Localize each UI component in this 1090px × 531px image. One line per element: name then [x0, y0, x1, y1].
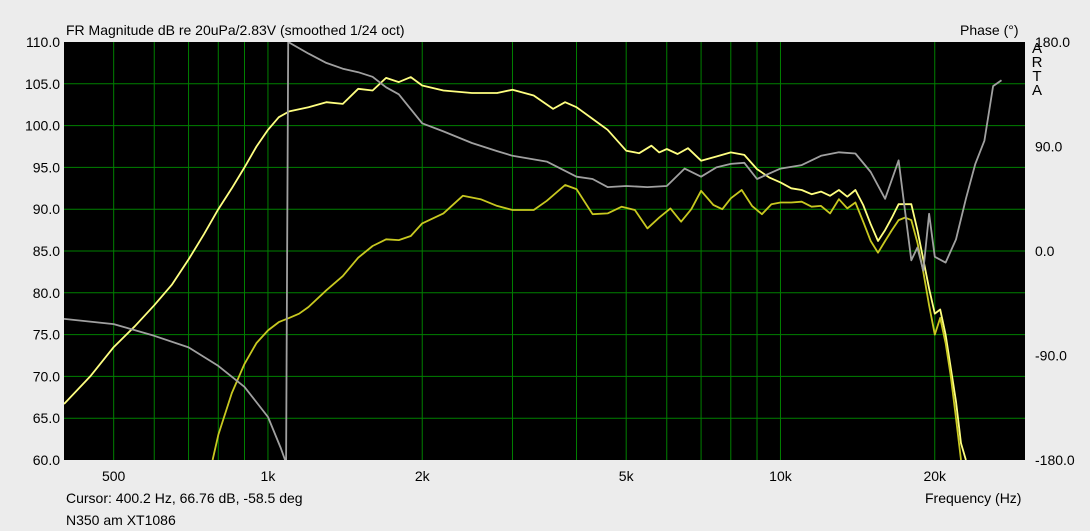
y-tick-label: 75.0	[33, 327, 60, 343]
x-tick-label: 1k	[261, 468, 277, 484]
arta-letter: A	[1031, 40, 1042, 57]
x-tick-label: 10k	[769, 468, 793, 484]
tick-labels: 60.0 65.0 70.0 75.0 80.0 85.0 90.0 95.0 100.0 105…	[25, 34, 1075, 484]
y2-tick-label: 90.0	[1035, 139, 1062, 155]
arta-letter: T	[1032, 68, 1042, 85]
series-line-3	[64, 42, 1003, 460]
y-tick-label: 100.0	[25, 118, 60, 134]
chart-title: FR Magnitude dB re 20uPa/2.83V (smoothed…	[66, 22, 405, 38]
y-tick-label: 105.0	[25, 76, 60, 92]
y2-tick-label: -90.0	[1035, 348, 1067, 364]
x-tick-label: 2k	[415, 468, 431, 484]
x-tick-label: 5k	[619, 468, 635, 484]
arta-logo: A R T A	[1030, 40, 1044, 99]
y-tick-label: 110.0	[26, 34, 60, 50]
y-tick-label: 65.0	[33, 410, 60, 426]
cursor-readout: Cursor: 400.2 Hz, 66.76 dB, -58.5 deg	[66, 490, 303, 506]
arta-letter: R	[1031, 54, 1043, 71]
grid	[64, 42, 1025, 460]
series-line-2	[211, 184, 962, 460]
x-tick-label: 500	[102, 468, 126, 484]
y-tick-label: 95.0	[33, 159, 60, 175]
series-lines	[64, 42, 1003, 460]
y-tick-label: 90.0	[33, 201, 60, 217]
y2-tick-label: 180.0	[1035, 34, 1070, 50]
x-tick-label: 20k	[923, 468, 947, 484]
y-tick-label: 60.0	[33, 452, 60, 468]
y2-tick-label: -180.0	[1035, 452, 1075, 468]
y2-tick-label: 0.0	[1035, 243, 1055, 259]
y-tick-label: 85.0	[33, 243, 60, 259]
phase-axis-title: Phase (°)	[960, 22, 1019, 38]
measurement-label: N350 am XT1086	[66, 512, 176, 528]
x-axis-label: Frequency (Hz)	[925, 490, 1022, 506]
y-tick-label: 70.0	[33, 368, 60, 384]
y-tick-label: 80.0	[33, 285, 60, 301]
arta-letter: A	[1031, 82, 1042, 99]
series-line-1	[64, 76, 967, 460]
